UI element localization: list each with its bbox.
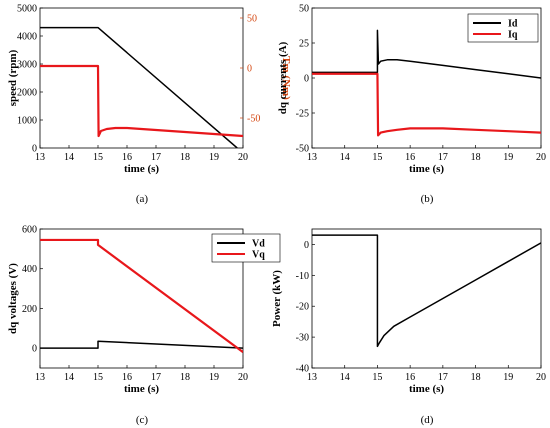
y-tick-label: 3000: [17, 60, 37, 71]
y-axis-label: speed (rpm): [7, 49, 19, 106]
y-axis-label: Power (kW): [271, 270, 283, 327]
x-tick-label: 15: [372, 152, 382, 163]
x-axis-label: time (s): [124, 163, 159, 175]
y-tick-label: 0: [32, 144, 37, 155]
y-axis-label: dq currents (A): [277, 41, 289, 114]
legend-label-iq: Iq: [508, 30, 518, 41]
series-line-vd: [40, 340, 243, 349]
x-tick-label: 20: [238, 152, 248, 163]
y-tick-label: -25: [296, 109, 309, 120]
x-tick-label: 17: [438, 152, 448, 163]
y-right-tick-label: -50: [247, 114, 260, 125]
plot-frame: [39, 228, 244, 369]
y-tick-label: -50: [296, 144, 309, 155]
x-tick-label: 13: [35, 152, 45, 163]
x-tick-label: 15: [372, 372, 382, 383]
x-tick-label: 20: [238, 372, 248, 383]
x-tick-label: 14: [64, 152, 74, 163]
y-right-tick-label: 0: [247, 64, 252, 75]
x-tick-label: 18: [471, 152, 481, 163]
x-tick-label: 17: [438, 372, 448, 383]
y-tick-label: 50: [299, 4, 309, 15]
x-tick-label: 16: [122, 372, 132, 383]
y-tick-label: 0: [304, 240, 309, 251]
legend-box: [211, 233, 281, 263]
x-tick-label: 18: [471, 372, 481, 383]
x-tick-label: 18: [180, 372, 190, 383]
y-right-axis-label: Tm (Nm): [280, 56, 292, 100]
chart-caption: (a): [136, 193, 149, 205]
y-tick-label: 600: [22, 225, 37, 236]
y-tick-label: 25: [299, 39, 309, 50]
y-tick-label: 4000: [17, 32, 37, 43]
x-tick-label: 17: [151, 372, 161, 383]
chart-a: 13 14 15 16 17 18 19 20 0 1000 2000 3000 4000 5000 -50…: [7, 4, 292, 206]
x-tick-label: 13: [35, 372, 45, 383]
x-tick-label: 15: [93, 372, 103, 383]
y-tick-label: -20: [296, 302, 309, 313]
y-tick-label: 5000: [17, 4, 37, 15]
series-line-torque: [40, 64, 243, 138]
y-axis-label: dq voltages (V): [7, 263, 19, 334]
legend-label-vq: Vq: [252, 250, 265, 261]
x-tick-label: 14: [340, 372, 350, 383]
chart-caption: (c): [136, 414, 149, 426]
x-tick-label: 14: [340, 152, 350, 163]
chart-caption: (d): [421, 414, 434, 426]
y-tick-label: 2000: [17, 88, 37, 99]
y-tick-label: -10: [296, 271, 309, 282]
y-tick-label: -30: [296, 333, 309, 344]
y-tick-label: 0: [304, 74, 309, 85]
chart-caption: (b): [421, 193, 434, 205]
series-line-primary: [40, 26, 238, 148]
x-tick-label: 16: [122, 152, 132, 163]
x-tick-label: 13: [307, 372, 317, 383]
y-tick-label: 0: [32, 344, 37, 355]
x-tick-label: 15: [93, 152, 103, 163]
y-right-tick-label: 50: [247, 14, 257, 25]
series-line-primary: [312, 234, 541, 348]
y-tick-label: 1000: [17, 116, 37, 127]
x-tick-label: 14: [64, 372, 74, 383]
y-tick-label: -40: [296, 364, 309, 375]
x-tick-label: 16: [405, 152, 415, 163]
x-tick-label: 20: [536, 152, 546, 163]
x-tick-label: 17: [151, 152, 161, 163]
legend-label-vd: Vd: [252, 239, 265, 250]
y-tick-label: 200: [22, 304, 37, 315]
x-tick-label: 18: [180, 152, 190, 163]
x-axis-label: time (s): [124, 383, 159, 395]
x-axis-label: time (s): [409, 163, 444, 175]
series-line-iq: [312, 72, 541, 137]
plot-frame: [311, 228, 542, 369]
series-line-id: [312, 29, 541, 79]
legend-label-id: Id: [508, 19, 518, 30]
y-tick-label: 400: [22, 264, 37, 275]
chart-d: 13 14 15 16 17 18 19 20 -40 -30 -20 -10 0 time (s) Pow…: [271, 228, 546, 426]
x-tick-label: 13: [307, 152, 317, 163]
x-tick-label: 16: [405, 372, 415, 383]
x-tick-label: 19: [503, 152, 513, 163]
x-tick-label: 19: [209, 152, 219, 163]
series-line-vq: [40, 238, 243, 353]
x-axis-label: time (s): [409, 383, 444, 395]
x-tick-label: 19: [503, 372, 513, 383]
chart-b: 13 14 15 16 17 18 19 20 -50 -25 0 25 50 time (s) dq cu…: [277, 4, 546, 206]
x-tick-label: 19: [209, 372, 219, 383]
x-tick-label: 20: [536, 372, 546, 383]
legend-box: [467, 13, 539, 43]
